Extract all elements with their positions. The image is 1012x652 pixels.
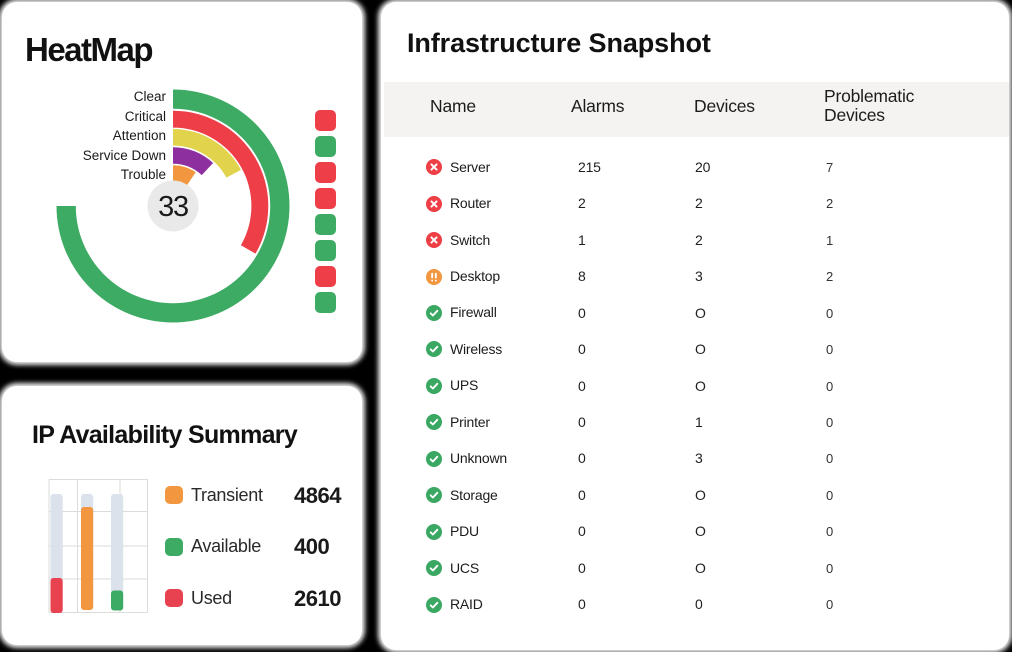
svg-text:33: 33 [158, 191, 188, 223]
